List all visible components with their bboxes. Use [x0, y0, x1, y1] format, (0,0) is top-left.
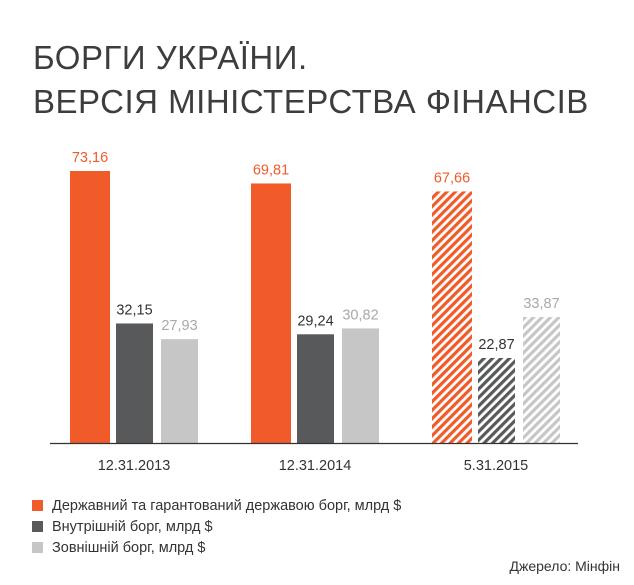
bar-external-1 — [161, 339, 198, 443]
data-label-state-guaranteed-2: 69,81 — [253, 162, 289, 178]
legend-item-external-debt: Зовнішній борг, млрд $ — [32, 537, 401, 558]
data-label-state-guaranteed-3: 67,66 — [434, 170, 470, 186]
bar-state-guaranteed-1 — [70, 171, 110, 443]
x-tick-label-2: 12.31.2014 — [279, 458, 352, 474]
data-label-domestic-2: 29,24 — [297, 313, 333, 329]
legend-label-domestic: Внутрішній борг, млрд $ — [52, 518, 213, 535]
legend-swatch-state-guaranteed — [32, 500, 43, 511]
data-label-state-guaranteed-1: 73,16 — [72, 150, 108, 166]
legend-label-state-guaranteed: Державний та гарантований державою борг,… — [52, 497, 402, 514]
data-label-external-2: 30,82 — [342, 307, 378, 323]
bar-domestic-3 — [478, 357, 515, 443]
data-label-domestic-1: 32,15 — [116, 302, 152, 318]
legend-label-external: Зовнішній борг, млрд $ — [52, 539, 206, 556]
x-tick-label-1: 12.31.2013 — [98, 458, 171, 474]
data-label-external-1: 27,93 — [161, 318, 197, 334]
legend-item-domestic-debt: Внутрішній борг, млрд $ — [32, 516, 401, 537]
x-tick-label-3: 5.31.2015 — [464, 458, 529, 474]
bar-domestic-2 — [297, 334, 334, 443]
data-label-external-3: 33,87 — [523, 296, 559, 312]
chart-title-line-2: ВЕРСІЯ МІНІСТЕРСТВА ФІНАНСІВ — [33, 83, 589, 120]
bar-external-2 — [342, 328, 379, 443]
source-note: Джерело: Мінфін — [509, 558, 621, 574]
legend-swatch-domestic — [32, 521, 43, 532]
data-label-domestic-3: 22,87 — [478, 337, 514, 353]
bar-state-guaranteed-3 — [432, 191, 472, 443]
chart-legend: Державний та гарантований державою борг,… — [32, 495, 401, 558]
bar-state-guaranteed-2 — [251, 183, 291, 443]
legend-swatch-external — [32, 542, 43, 553]
bar-chart: 73,16 32,15 27,93 69,81 29,24 30,82 67,66 22,87… — [50, 150, 578, 474]
bar-domestic-1 — [116, 323, 153, 443]
bar-external-3 — [523, 317, 560, 443]
chart-title-line-1: БОРГИ УКРАЇНИ. — [33, 39, 308, 76]
legend-item-state-guaranteed-debt: Державний та гарантований державою борг,… — [32, 495, 401, 516]
